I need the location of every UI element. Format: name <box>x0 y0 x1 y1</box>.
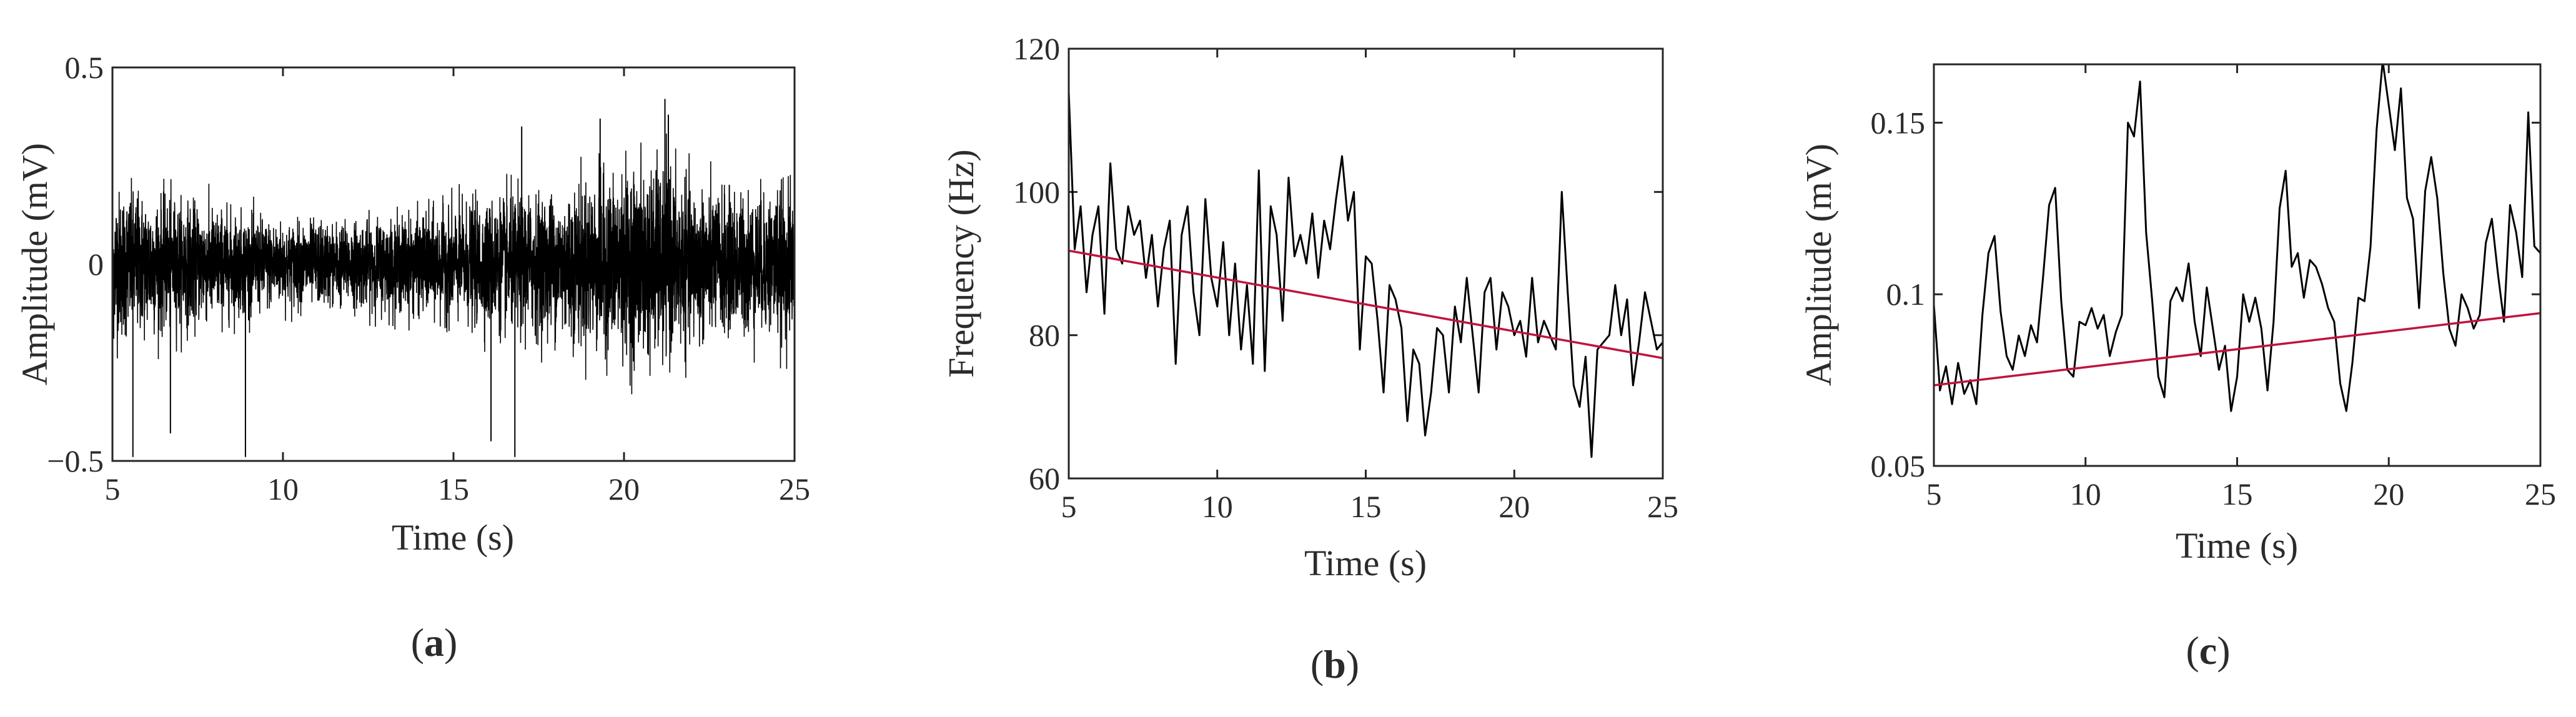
panel-c-y-axis-label: Amplitude (mV) <box>1798 144 1839 386</box>
panel-a-y-tick-label: −0.5 <box>47 443 104 478</box>
panel-c-axes-frame <box>1933 63 2542 467</box>
panel-c-amplitude-envelope: 5 10 15 20 25 0.05 0.1 0.15 Time (s) Amplitude … <box>1798 63 2556 673</box>
panel-c-x-tick-label: 5 <box>1926 477 1942 512</box>
panel-b-trend-line <box>1069 249 1663 360</box>
panel-b-y-tick-label: 80 <box>1029 318 1060 353</box>
panel-b-axes-frame <box>1068 47 1664 480</box>
panel-a-y-tick-label: 0.5 <box>65 50 104 85</box>
panel-c-y-tick-label: 0.1 <box>1886 277 1926 312</box>
panel-b-frequency-signal: 5 10 15 20 25 60 80 100 120 Time (s) Frequency (… <box>941 31 1678 686</box>
panel-a-x-tick-label: 10 <box>267 472 299 507</box>
panel-a-plot-area <box>112 99 795 457</box>
panel-a-letter: a <box>424 620 444 665</box>
panel-b-x-tick-label: 25 <box>1647 489 1678 524</box>
panel-b-y-tick-label: 60 <box>1029 461 1060 496</box>
panel-a-y-axis-label: Amplitude (mV) <box>14 143 55 385</box>
panel-b-y-tick-label: 100 <box>1013 174 1060 209</box>
panel-c-signal-line <box>1934 64 2540 412</box>
panel-a-axes-frame <box>111 66 796 462</box>
panel-b-x-tick-label: 5 <box>1061 489 1077 524</box>
panel-c-trend-line <box>1934 312 2540 387</box>
panel-b-y-tick-label: 120 <box>1013 31 1060 66</box>
panel-a-signal-line <box>112 133 795 395</box>
panel-b-label: (b) <box>1310 642 1359 686</box>
panel-c-letter: c <box>2199 628 2217 673</box>
panel-b-y-axis-label: Frequency (Hz) <box>941 149 981 378</box>
panel-c-plot-area <box>1934 64 2540 412</box>
panel-b-letter: b <box>1324 642 1346 686</box>
panel-b-x-axis-label: Time (s) <box>1304 543 1427 583</box>
panel-c-y-tick-label: 0.05 <box>1871 448 1926 483</box>
panel-a-x-axis-label: Time (s) <box>392 517 514 558</box>
panel-c-x-tick-label: 25 <box>2525 477 2556 512</box>
panel-b-x-tick-label: 10 <box>1202 489 1233 524</box>
panel-c-label: (c) <box>2186 628 2230 673</box>
panel-c-x-tick-label: 20 <box>2373 477 2404 512</box>
panel-a-y-tick-label: 0 <box>88 247 104 282</box>
panel-b-plot-area <box>1069 91 1663 458</box>
panel-b-x-tick-label: 20 <box>1499 489 1530 524</box>
panel-c-x-tick-label: 10 <box>2070 477 2101 512</box>
panel-c-x-tick-label: 15 <box>2222 477 2253 512</box>
panel-a-x-tick-label: 15 <box>438 472 469 507</box>
panel-c-ticks: 5 10 15 20 25 0.05 0.1 0.15 <box>1871 64 2556 512</box>
panel-a-x-tick-label: 25 <box>779 472 810 507</box>
panel-a-label: (a) <box>411 620 458 665</box>
panel-c-y-tick-label: 0.15 <box>1871 105 1926 140</box>
panel-c-x-axis-label: Time (s) <box>2176 525 2298 566</box>
panel-b-x-tick-label: 15 <box>1350 489 1382 524</box>
panel-b-ticks: 5 10 15 20 25 60 80 100 120 <box>1013 31 1678 524</box>
panel-a-x-tick-label: 5 <box>105 472 121 507</box>
panel-a-ticks: 5 10 15 20 25 −0.5 0 0.5 <box>47 50 810 507</box>
panel-b-signal-line <box>1069 91 1663 458</box>
panel-a-amplitude-signal: 5 10 15 20 25 −0.5 0 0.5 Time (s) Amplitude (mV… <box>14 50 810 665</box>
panel-a-x-tick-label: 20 <box>608 472 640 507</box>
